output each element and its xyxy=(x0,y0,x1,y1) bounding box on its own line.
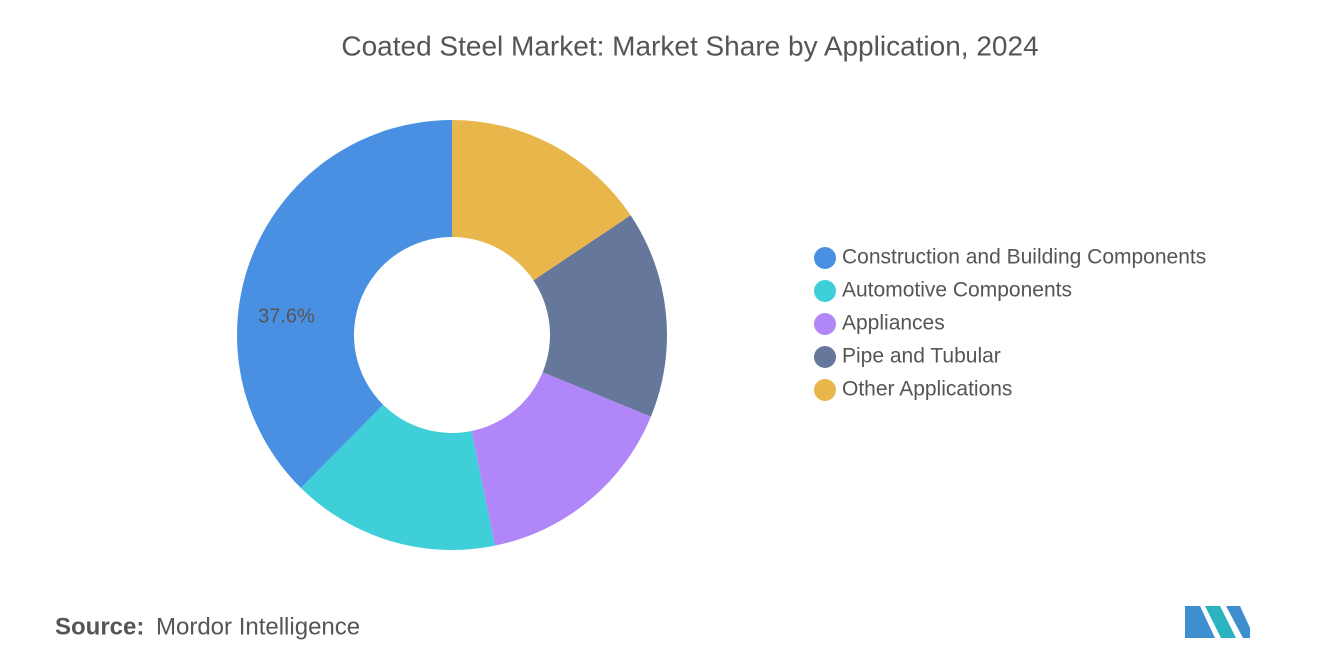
legend-label: Other Applications xyxy=(842,378,1012,401)
donut-slice xyxy=(452,120,631,281)
legend-label: Pipe and Tubular xyxy=(842,345,1001,368)
donut-slice xyxy=(533,215,667,417)
source-text: Mordor Intelligence xyxy=(156,613,360,640)
legend-label: Automotive Components xyxy=(842,279,1072,302)
legend-marker xyxy=(814,346,836,368)
legend-label: Construction and Building Components xyxy=(842,246,1206,269)
donut-slice xyxy=(237,120,452,488)
legend-marker xyxy=(814,280,836,302)
legend-marker xyxy=(814,379,836,401)
source-label: Source: xyxy=(55,613,144,640)
donut-slice xyxy=(471,372,651,546)
legend-marker xyxy=(814,247,836,269)
legend-marker xyxy=(814,313,836,335)
value-label: 37.6% xyxy=(258,306,315,328)
logo xyxy=(1185,606,1250,638)
legend-label: Appliances xyxy=(842,312,945,335)
donut-slice xyxy=(300,404,495,550)
chart-title: Coated Steel Market: Market Share by App… xyxy=(341,30,1038,61)
